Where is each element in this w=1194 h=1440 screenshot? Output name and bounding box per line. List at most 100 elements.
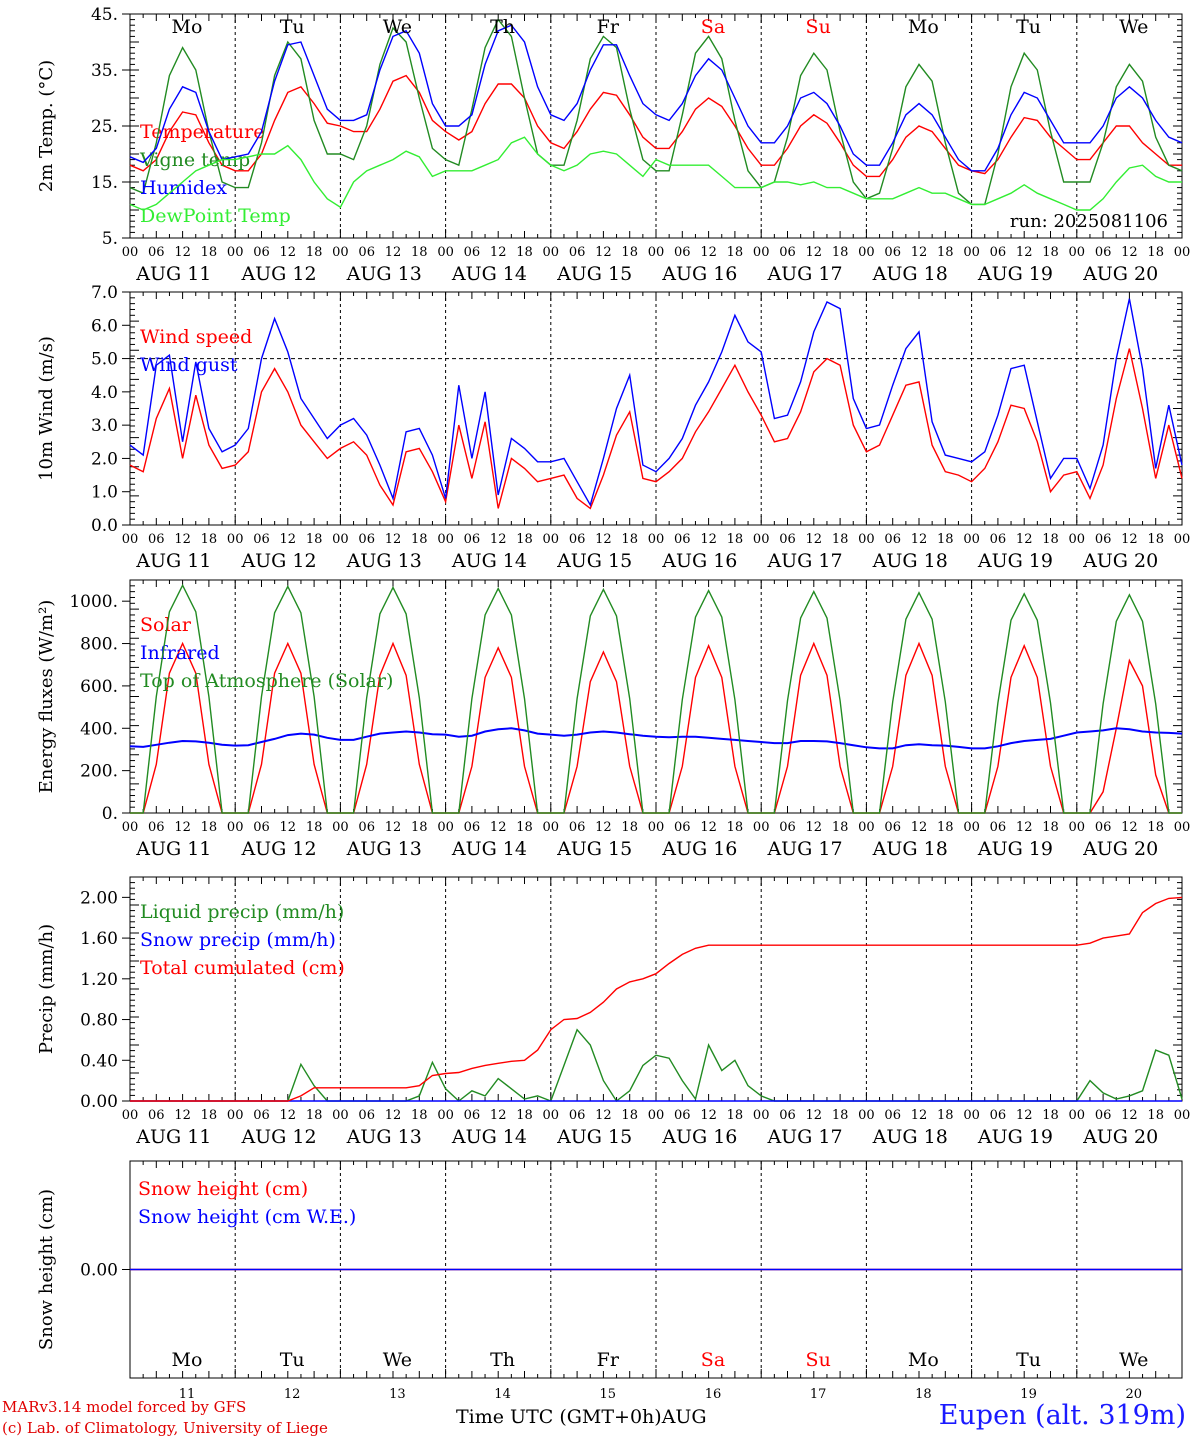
hour-label: 06 bbox=[253, 820, 270, 835]
date-label: AUG 16 bbox=[661, 838, 737, 860]
hour-label: 00 bbox=[543, 1108, 560, 1123]
date-label: AUG 14 bbox=[451, 1126, 527, 1148]
y-tick-label: 0.80 bbox=[80, 1011, 118, 1031]
day-name-label: Mo bbox=[172, 16, 203, 38]
hour-label: 00 bbox=[858, 532, 875, 547]
y-tick-label: 0.00 bbox=[80, 1092, 118, 1112]
hour-label: 06 bbox=[358, 1108, 375, 1123]
hour-label: 18 bbox=[727, 820, 744, 835]
date-label: AUG 11 bbox=[135, 263, 211, 285]
hour-label: 18 bbox=[832, 532, 849, 547]
y-axis-title: Energy fluxes (W/m²) bbox=[36, 600, 57, 794]
hour-label: 00 bbox=[648, 245, 665, 260]
date-label: AUG 13 bbox=[346, 1126, 422, 1148]
legend-entry: Snow height (cm) bbox=[138, 1178, 308, 1200]
hour-label: 00 bbox=[227, 820, 244, 835]
day-name-label: Fr bbox=[597, 1349, 620, 1371]
hour-label: 12 bbox=[385, 532, 402, 547]
date-label: AUG 19 bbox=[977, 838, 1053, 860]
day-number-label: 15 bbox=[600, 1387, 617, 1402]
hour-label: 00 bbox=[332, 1108, 349, 1123]
hour-label: 12 bbox=[490, 245, 507, 260]
hour-label: 18 bbox=[411, 532, 428, 547]
y-tick-label: 1.0 bbox=[91, 483, 118, 503]
hour-label: 06 bbox=[1095, 245, 1112, 260]
hour-label: 12 bbox=[700, 1108, 717, 1123]
hour-label: 00 bbox=[648, 532, 665, 547]
hour-label: 18 bbox=[937, 532, 954, 547]
day-name-label: Th bbox=[490, 1349, 515, 1371]
date-label: AUG 17 bbox=[766, 550, 842, 572]
date-label: AUG 16 bbox=[661, 1126, 737, 1148]
hour-label: 18 bbox=[201, 532, 218, 547]
date-label: AUG 19 bbox=[977, 1126, 1053, 1148]
hour-label: 06 bbox=[569, 245, 586, 260]
y-axis-title: 10m Wind (m/s) bbox=[36, 336, 57, 481]
hour-label: 06 bbox=[674, 532, 691, 547]
hour-label: 06 bbox=[464, 820, 481, 835]
hour-label: 06 bbox=[990, 820, 1007, 835]
series-line bbox=[129, 727, 1183, 750]
day-name-label: Tu bbox=[1016, 16, 1041, 38]
hour-label: 06 bbox=[569, 532, 586, 547]
hour-label: 12 bbox=[174, 245, 191, 260]
hour-label: 18 bbox=[306, 532, 323, 547]
hour-label: 12 bbox=[806, 245, 823, 260]
x-axis-month: AUG bbox=[661, 1406, 707, 1428]
hour-label: 12 bbox=[806, 1108, 823, 1123]
hour-label: 00 bbox=[753, 820, 770, 835]
date-label: AUG 12 bbox=[240, 838, 316, 860]
hour-label: 00 bbox=[1174, 1108, 1191, 1123]
hour-label: 00 bbox=[963, 1108, 980, 1123]
date-label: AUG 13 bbox=[346, 263, 422, 285]
hour-label: 00 bbox=[332, 820, 349, 835]
hour-label: 18 bbox=[411, 820, 428, 835]
day-number-label: 20 bbox=[1126, 1387, 1143, 1402]
hour-label: 06 bbox=[569, 1108, 586, 1123]
date-label: AUG 17 bbox=[766, 1126, 842, 1148]
hour-label: 06 bbox=[253, 245, 270, 260]
hour-label: 00 bbox=[1174, 532, 1191, 547]
hour-label: 00 bbox=[1174, 245, 1191, 260]
hour-label: 00 bbox=[1069, 245, 1086, 260]
date-label: AUG 16 bbox=[661, 263, 737, 285]
hour-label: 18 bbox=[516, 245, 533, 260]
y-axis-title: Snow height (cm) bbox=[36, 1189, 57, 1350]
hour-label: 00 bbox=[332, 245, 349, 260]
hour-label: 00 bbox=[1069, 1108, 1086, 1123]
hour-label: 00 bbox=[1174, 820, 1191, 835]
day-name-label: We bbox=[383, 1349, 412, 1371]
hour-label: 06 bbox=[148, 820, 165, 835]
legend-entry: Wind gust bbox=[140, 354, 238, 376]
hour-label: 18 bbox=[411, 1108, 428, 1123]
hour-label: 06 bbox=[779, 245, 796, 260]
hour-label: 06 bbox=[148, 245, 165, 260]
hour-label: 18 bbox=[306, 245, 323, 260]
hour-label: 12 bbox=[806, 532, 823, 547]
hour-label: 12 bbox=[490, 820, 507, 835]
day-name-label: Sa bbox=[701, 1349, 725, 1371]
hour-label: 06 bbox=[884, 245, 901, 260]
series-line bbox=[129, 24, 1183, 172]
date-label: AUG 13 bbox=[346, 838, 422, 860]
date-label: AUG 15 bbox=[556, 1126, 632, 1148]
day-name-label: We bbox=[1119, 16, 1148, 38]
hour-label: 12 bbox=[174, 1108, 191, 1123]
hour-label: 18 bbox=[621, 532, 638, 547]
legend-entry: Infrared bbox=[140, 642, 220, 664]
y-tick-label: 600. bbox=[80, 677, 118, 697]
hour-label: 12 bbox=[385, 820, 402, 835]
date-label: AUG 18 bbox=[872, 1126, 948, 1148]
hour-label: 18 bbox=[832, 245, 849, 260]
run-annotation: run: 2025081106 bbox=[1010, 211, 1168, 232]
series-line bbox=[129, 74, 1182, 178]
hour-label: 00 bbox=[122, 820, 139, 835]
day-name-label: We bbox=[383, 16, 412, 38]
series-line bbox=[130, 583, 1182, 814]
hour-label: 00 bbox=[227, 245, 244, 260]
day-number-label: 11 bbox=[179, 1387, 196, 1402]
hour-label: 12 bbox=[1121, 532, 1138, 547]
hour-label: 12 bbox=[1121, 245, 1138, 260]
hour-label: 00 bbox=[332, 532, 349, 547]
date-label: AUG 18 bbox=[872, 550, 948, 572]
